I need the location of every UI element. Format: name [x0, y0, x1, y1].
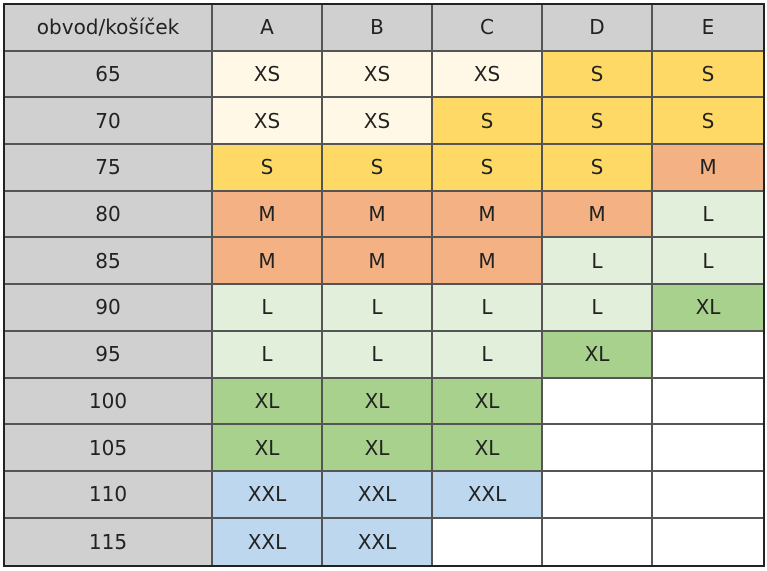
band-label: 115 — [5, 518, 213, 566]
empty-cell — [653, 518, 763, 566]
size-cell: XS — [433, 51, 543, 99]
band-label: 65 — [5, 51, 213, 99]
size-cell: L — [653, 238, 763, 286]
size-cell: L — [323, 285, 433, 332]
size-cell: L — [543, 238, 653, 286]
size-cell: XL — [653, 285, 763, 332]
corner-header: obvod/košíček — [5, 5, 213, 52]
size-cell: L — [323, 331, 433, 379]
size-cell: S — [543, 51, 653, 99]
size-cell: XL — [213, 425, 323, 472]
size-cell: L — [213, 331, 323, 379]
size-cell: M — [213, 238, 323, 286]
size-cell: M — [323, 238, 433, 286]
size-cell: S — [653, 51, 763, 99]
size-cell: S — [653, 98, 763, 146]
band-label: 110 — [5, 471, 213, 519]
size-cell: M — [213, 191, 323, 239]
size-cell: XXL — [213, 518, 323, 566]
size-cell: XL — [433, 378, 543, 426]
empty-cell — [653, 331, 763, 379]
cup-header: A — [213, 5, 323, 52]
empty-cell — [653, 471, 763, 519]
size-table: obvod/košíček A B C D E 65 XS XS XS S S 70 XS XS S S S 75 S… — [3, 3, 765, 568]
empty-cell — [653, 425, 763, 472]
band-label: 80 — [5, 191, 213, 239]
empty-cell — [653, 378, 763, 426]
band-label: 105 — [5, 425, 213, 472]
size-cell: XXL — [323, 518, 433, 566]
band-label: 95 — [5, 331, 213, 379]
cup-header: D — [543, 5, 653, 52]
size-cell: L — [213, 285, 323, 332]
size-cell: XS — [213, 98, 323, 146]
cup-header: B — [323, 5, 433, 52]
size-cell: S — [213, 145, 323, 192]
size-cell: L — [433, 331, 543, 379]
empty-cell — [543, 425, 653, 472]
size-cell: XL — [323, 378, 433, 426]
size-cell: L — [433, 285, 543, 332]
band-label: 100 — [5, 378, 213, 426]
size-cell: S — [323, 145, 433, 192]
empty-cell — [543, 471, 653, 519]
cup-header: C — [433, 5, 543, 52]
size-cell: XS — [323, 98, 433, 146]
size-cell: S — [433, 145, 543, 192]
empty-cell — [543, 518, 653, 566]
cup-header: E — [653, 5, 763, 52]
size-cell: XS — [213, 51, 323, 99]
size-cell: M — [433, 191, 543, 239]
size-cell: XXL — [323, 471, 433, 519]
empty-cell — [543, 378, 653, 426]
size-cell: XL — [543, 331, 653, 379]
band-label: 70 — [5, 98, 213, 146]
size-cell: M — [323, 191, 433, 239]
size-cell: L — [543, 285, 653, 332]
size-cell: S — [543, 145, 653, 192]
band-label: 75 — [5, 145, 213, 192]
size-cell: XS — [323, 51, 433, 99]
size-cell: XXL — [213, 471, 323, 519]
band-label: 90 — [5, 285, 213, 332]
size-cell: XL — [213, 378, 323, 426]
size-cell: M — [543, 191, 653, 239]
size-cell: XXL — [433, 471, 543, 519]
size-cell: XL — [433, 425, 543, 472]
size-cell: M — [653, 145, 763, 192]
size-cell: M — [433, 238, 543, 286]
size-cell: S — [433, 98, 543, 146]
band-label: 85 — [5, 238, 213, 286]
size-cell: XL — [323, 425, 433, 472]
empty-cell — [433, 518, 543, 566]
size-cell: L — [653, 191, 763, 239]
size-cell: S — [543, 98, 653, 146]
